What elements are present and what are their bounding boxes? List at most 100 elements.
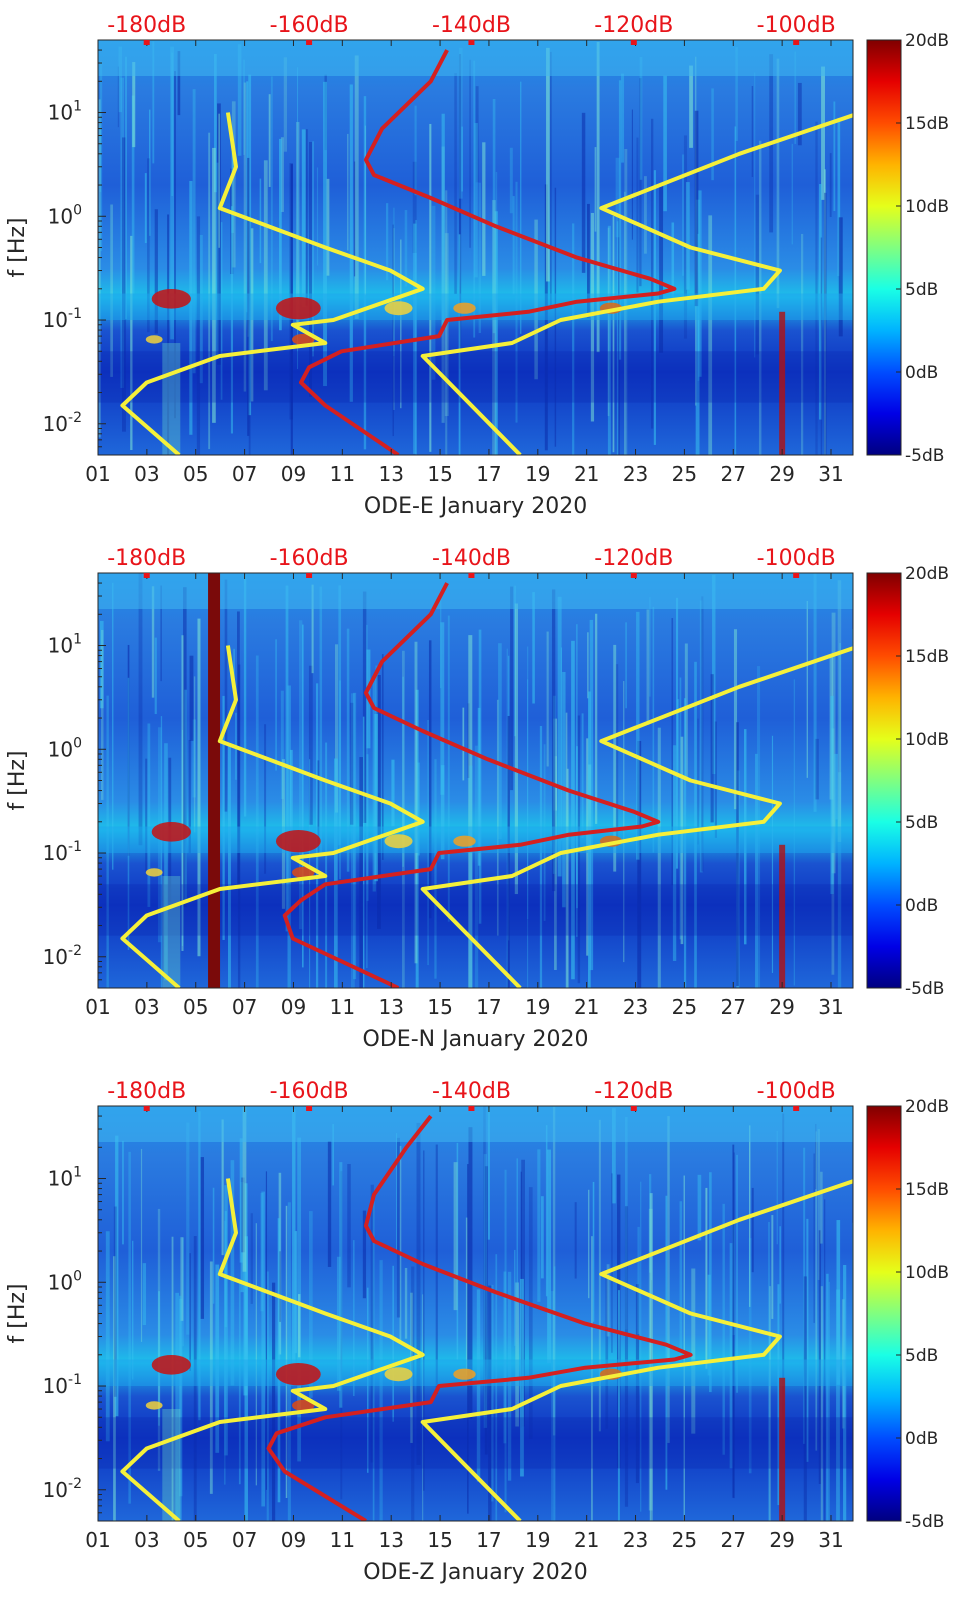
heatmap-streak [839,643,841,821]
heatmap-streak [289,163,293,420]
top-db-tick-mark [630,1106,637,1111]
x-tick-label: 03 [134,462,159,486]
heatmap-streak [240,1182,244,1293]
heatmap-streak [532,592,535,704]
heatmap-streak [732,1144,735,1498]
heatmap-streak [644,176,647,254]
heatmap-streak [171,52,174,196]
heatmap-streak [478,182,482,333]
heatmap-streak [347,1164,351,1288]
low-noise-model-curve [120,1178,425,1521]
y-tick-label: 10-1 [43,1372,82,1398]
heatmap-streak [260,1193,264,1312]
x-tick-label: 11 [330,1528,355,1552]
heatmap-streak [175,1292,179,1521]
heatmap-streak [612,216,615,453]
heatmap-spike-column [779,311,786,455]
colorbar-tick-label: 5dB [905,813,938,833]
x-tick-label: 31 [818,462,843,486]
top-db-tick-label: -160dB [270,546,349,571]
heatmap-streak [667,1116,670,1443]
heatmap-streak [215,162,219,358]
heatmap-streak [540,1196,544,1279]
heatmap-streak [659,184,664,353]
heatmap-streak [813,1153,815,1323]
heatmap-streak [180,1237,184,1321]
heatmap-streak [434,759,437,979]
heatmap-streak [625,622,627,709]
heatmap-streak [391,759,395,827]
heatmap-streak [550,51,552,307]
heatmap-streak [613,644,617,872]
x-tick-label: 21 [574,1528,599,1552]
x-tick-label: 01 [85,995,110,1019]
heatmap-streak [441,113,445,329]
heatmap-streak [771,1215,774,1319]
heatmap-streak [396,1133,398,1253]
heatmap-streak [791,143,793,245]
colorbar-tick-label: 0dB [905,1429,938,1449]
heatmap-streak [224,579,228,812]
heatmap-streak [458,234,461,455]
heatmap-streak [649,597,651,697]
heatmap-streak [125,56,127,319]
heatmap-streak [820,1171,823,1244]
heatmap-dark-band [208,573,221,988]
heatmap-streak [212,147,216,423]
heatmap-streak [736,1154,738,1393]
x-tick-label: 15 [427,995,452,1019]
low-noise-model-curve [120,645,425,988]
heatmap-band-high [98,40,853,76]
top-db-tick-label: -100dB [757,13,836,38]
heatmap-streak [243,574,247,817]
heatmap-streak [588,1189,590,1299]
heatmap-streak [144,173,147,244]
heatmap-streak [154,209,158,334]
heatmap-streak [423,1150,425,1491]
heatmap-streak [248,74,252,416]
x-tick-label: 19 [525,995,550,1019]
top-db-tick-mark [143,573,150,578]
heatmap-spike-column [779,844,786,988]
panel-ode-e: 01 03 05 07 09 11 13 15 17 19 21 23 25 27 29 31 10-2 10-1… [0,0,962,530]
high-noise-model-curve [420,1179,853,1521]
heatmap-hotspot [275,829,321,853]
x-tick-label: 17 [476,462,501,486]
heatmap-streak [506,648,508,988]
heatmap-streak [99,620,104,709]
heatmap-streak [695,199,700,455]
colorbar-tick-label: 5dB [905,1346,938,1366]
heatmap-streak [402,676,404,867]
heatmap-streak [514,603,519,895]
x-tick-label: 07 [232,995,257,1019]
x-tick-label: 19 [525,1528,550,1552]
heatmap-streak [652,606,655,853]
heatmap-band-low [98,1417,853,1469]
heatmap-streak [589,619,594,971]
heatmap-streak [422,1294,424,1521]
heatmap-streak [611,1108,616,1204]
heatmap-streak [820,237,823,455]
heatmap-streak [701,596,704,872]
heatmap-streak [650,118,654,429]
heatmap-streak [392,1265,394,1422]
heatmap-streak [755,753,758,988]
top-db-tick-label: -120dB [594,1079,673,1104]
heatmap-streak [537,1149,541,1302]
heatmap-streak [402,650,405,988]
heatmap-streak [231,101,236,268]
x-tick-label: 17 [476,995,501,1019]
high-noise-model-curve [420,646,853,988]
heatmap-streak [414,641,418,964]
top-db-tick-mark [143,1106,150,1111]
heatmap-streak [186,1122,190,1335]
heatmap-streak [122,1140,124,1245]
heatmap-streak [679,1201,683,1368]
heatmap-band-high [98,573,853,609]
heatmap-streak [488,1285,492,1521]
colorbar [866,572,902,989]
heatmap-streak [363,96,367,450]
heatmap-streak [722,1203,725,1455]
heatmap-streak [218,113,220,248]
heatmap-streak [671,618,674,886]
